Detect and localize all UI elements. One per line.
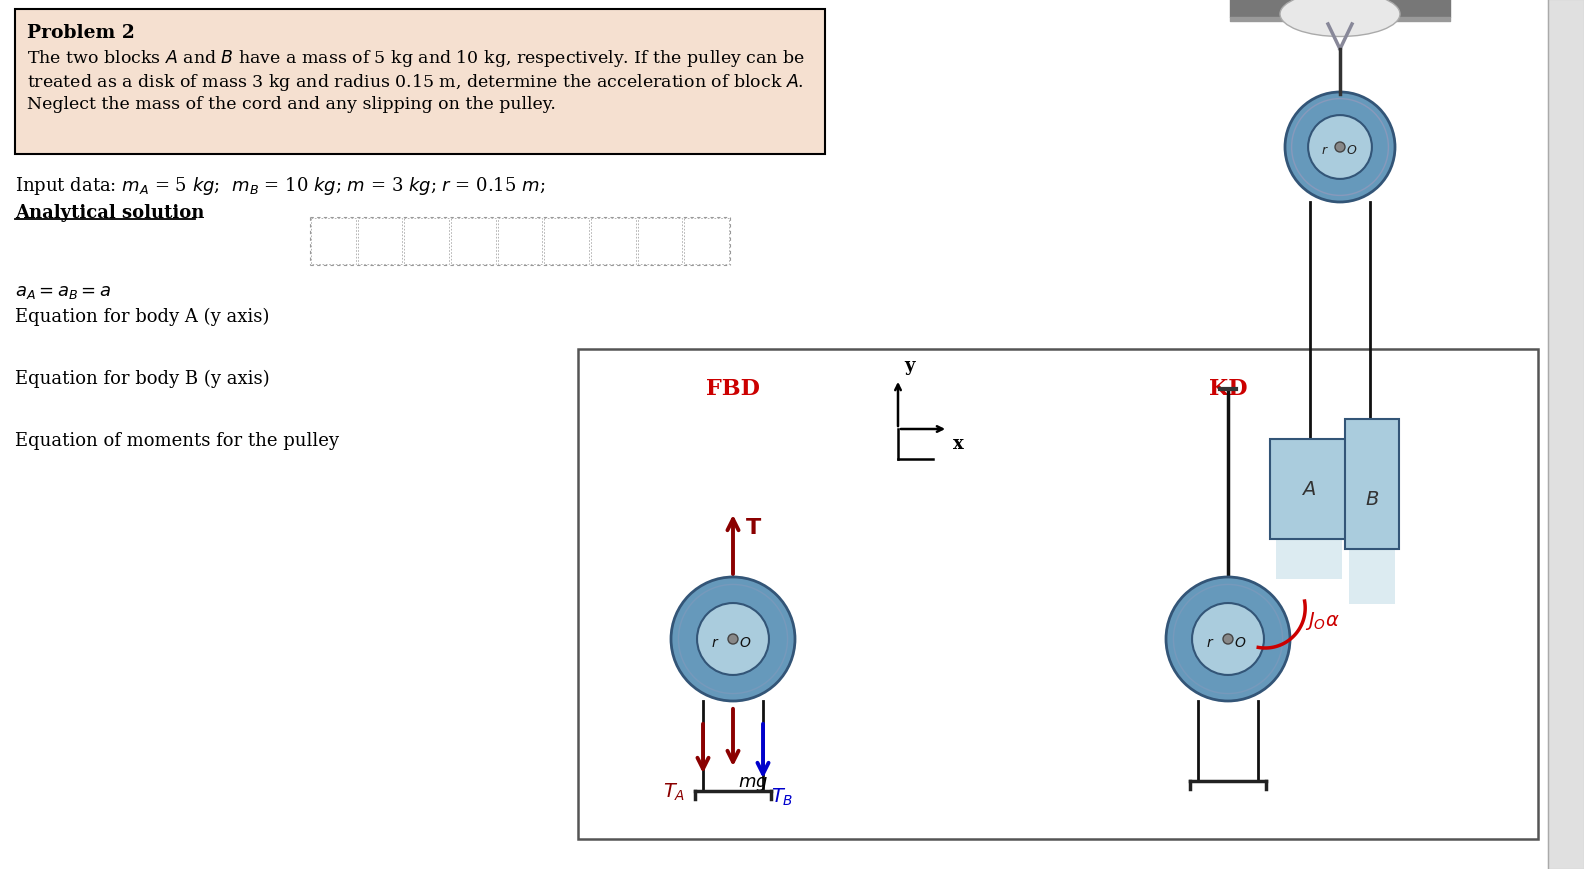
Text: x: x	[954, 434, 963, 453]
Text: $T_B$: $T_B$	[771, 786, 794, 807]
Bar	[684, 219, 729, 265]
Text: $T_A$: $T_A$	[662, 781, 684, 802]
Bar	[451, 219, 496, 265]
Circle shape	[1308, 116, 1372, 180]
Bar	[578, 349, 1538, 839]
Text: KD: KD	[1209, 377, 1247, 400]
Polygon shape	[1350, 549, 1396, 604]
Polygon shape	[1277, 540, 1342, 580]
Text: $A$: $A$	[1302, 481, 1316, 499]
Circle shape	[672, 577, 795, 701]
Bar	[1345, 420, 1399, 549]
Text: $\mathbf{T}$: $\mathbf{T}$	[744, 516, 762, 539]
Circle shape	[1285, 93, 1396, 202]
Text: $r$: $r$	[1321, 143, 1329, 156]
Text: Equation for body B (y axis): Equation for body B (y axis)	[14, 369, 269, 388]
Text: Analytical solution: Analytical solution	[14, 203, 204, 222]
Text: $O$: $O$	[1234, 635, 1247, 649]
Circle shape	[1166, 577, 1289, 701]
Text: FBD: FBD	[706, 377, 760, 400]
Bar	[358, 219, 402, 265]
Circle shape	[1223, 634, 1232, 644]
Bar	[638, 219, 683, 265]
Text: Equation for body A (y axis): Equation for body A (y axis)	[14, 308, 269, 326]
Bar	[14, 10, 825, 155]
Text: y: y	[904, 356, 914, 375]
Bar	[1270, 440, 1348, 540]
Text: $B$: $B$	[1365, 490, 1380, 508]
Text: $O$: $O$	[1346, 143, 1357, 156]
Bar	[497, 219, 542, 265]
Text: $a_A = a_B = a$: $a_A = a_B = a$	[14, 282, 111, 301]
Circle shape	[697, 603, 768, 675]
Text: $mg$: $mg$	[738, 774, 768, 792]
Text: $r$: $r$	[1205, 635, 1215, 649]
Text: treated as a disk of mass 3 kg and radius 0.15 m, determine the acceleration of : treated as a disk of mass 3 kg and radiu…	[27, 72, 803, 93]
Bar	[591, 219, 635, 265]
Circle shape	[729, 634, 738, 644]
Circle shape	[1335, 143, 1345, 153]
Circle shape	[1193, 603, 1264, 675]
Bar	[404, 219, 448, 265]
Text: $J_O\alpha$: $J_O\alpha$	[1305, 610, 1340, 632]
Text: Problem 2: Problem 2	[27, 24, 135, 42]
Bar	[545, 219, 589, 265]
Text: The two blocks $A$ and $B$ have a mass of 5 kg and 10 kg, respectively. If the p: The two blocks $A$ and $B$ have a mass o…	[27, 48, 805, 69]
Text: Neglect the mass of the cord and any slipping on the pulley.: Neglect the mass of the cord and any sli…	[27, 96, 556, 113]
Text: Equation of moments for the pulley: Equation of moments for the pulley	[14, 432, 339, 449]
Text: $O$: $O$	[738, 635, 751, 649]
Text: Input data: $m_A$ = 5 $kg$;  $m_B$ = 10 $kg$; $m$ = 3 $kg$; $r$ = 0.15 $m$;: Input data: $m_A$ = 5 $kg$; $m_B$ = 10 $…	[14, 175, 545, 196]
Text: $r$: $r$	[711, 635, 719, 649]
Bar	[310, 219, 356, 265]
Ellipse shape	[1280, 0, 1400, 37]
